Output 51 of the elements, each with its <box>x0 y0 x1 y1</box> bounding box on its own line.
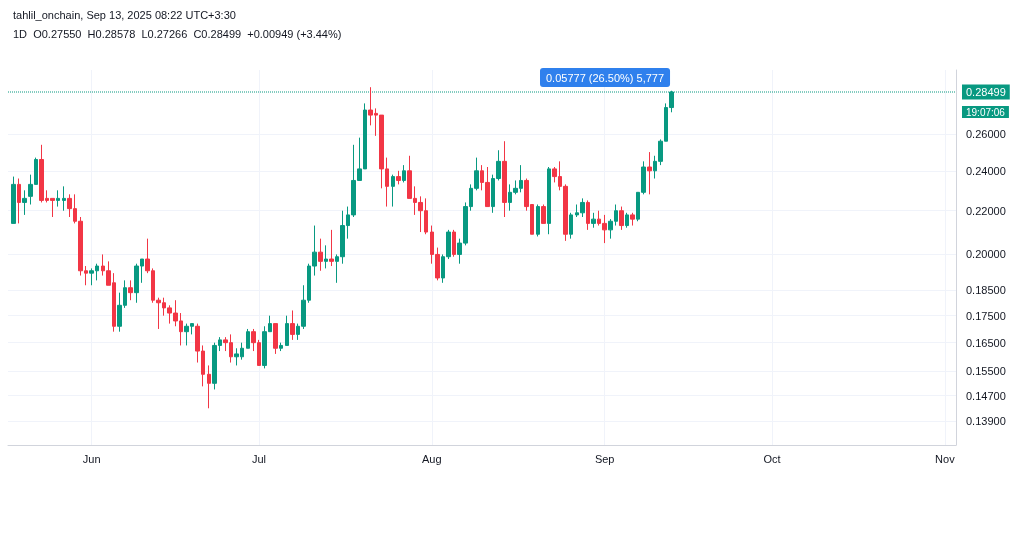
y-tick-label: 0.26000 <box>966 128 1006 141</box>
y-tick-label: 0.24000 <box>966 164 1006 177</box>
chart-title: tahlil_onchain, Sep 13, 2025 08:22 UTC+3:30 <box>13 8 236 21</box>
ref-line-label: 0.28499 <box>966 86 1006 99</box>
y-tick-label: 0.14700 <box>966 389 1006 402</box>
candlestick <box>11 176 16 224</box>
y-tick-label: 0.16500 <box>966 336 1006 349</box>
candlestick <box>502 140 507 218</box>
annotation: 0.05777 (26.50%) 5,777 <box>546 71 665 84</box>
candlestick <box>541 204 546 224</box>
candlestick <box>17 178 21 224</box>
candlestick <box>536 204 540 237</box>
x-tick-label: Sep <box>594 452 615 465</box>
candlestick <box>630 212 635 227</box>
x-tick-label: Jun <box>82 452 101 465</box>
y-tick-label: 0.15500 <box>966 365 1006 378</box>
candlestick <box>625 212 629 229</box>
candlestick <box>290 309 295 341</box>
candlestick <box>279 342 283 352</box>
candlestick <box>396 170 401 185</box>
y-tick-label: 0.13900 <box>966 415 1006 428</box>
y-tick-label: 0.18500 <box>966 284 1006 297</box>
candlestick <box>56 189 60 208</box>
candlestick <box>569 212 573 240</box>
x-tick-label: Oct <box>763 452 781 465</box>
candlestick <box>647 151 652 195</box>
y-tick-label: 0.20000 <box>966 248 1006 261</box>
candlestick <box>619 206 624 231</box>
candlestick <box>128 279 133 301</box>
x-tick-label: Nov <box>935 452 956 465</box>
text: 19:07:06 <box>966 106 1006 118</box>
candlestick <box>586 199 590 231</box>
candlestick <box>324 244 328 269</box>
candlestick <box>391 174 395 208</box>
candlestick <box>246 328 250 349</box>
candlestick <box>62 185 66 212</box>
candlestick <box>273 323 278 355</box>
y-tick-label: 0.22000 <box>966 204 1006 217</box>
candlestick <box>329 229 334 267</box>
x-tick-label: Jul <box>251 452 266 465</box>
chart-subtitle: 1D O0.27550 H0.28578 L0.27266 C0.28499 +0.00949 (+3.44%) <box>13 27 342 40</box>
y-tick-label: 0.17500 <box>966 309 1006 322</box>
candlestick <box>402 164 406 183</box>
candlestick <box>318 238 323 272</box>
x-tick-label: Aug <box>422 452 442 465</box>
candlestick <box>547 166 551 235</box>
candlestick <box>285 315 289 346</box>
candlestick <box>591 212 596 229</box>
candlestick <box>22 189 27 216</box>
candlestick <box>207 364 211 409</box>
candlestick <box>452 229 456 258</box>
